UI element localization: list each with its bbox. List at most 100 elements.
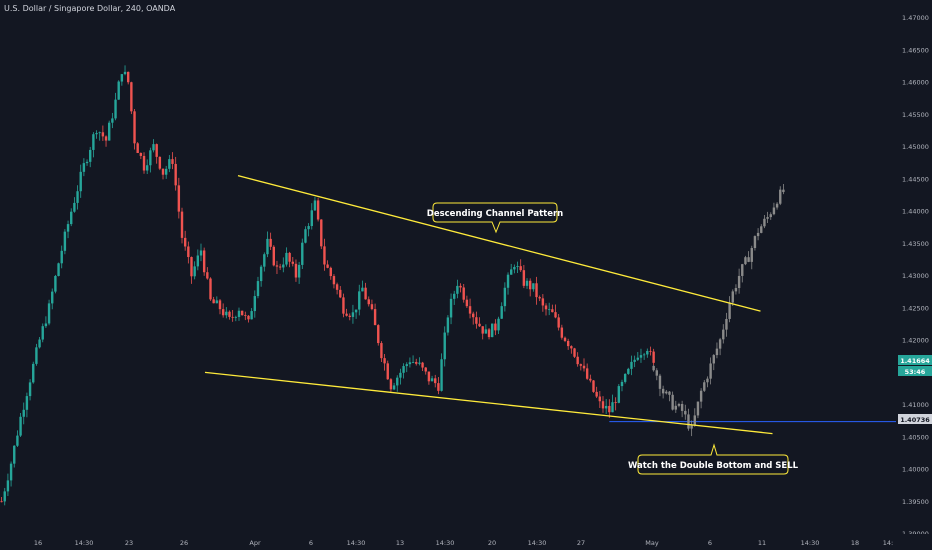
x-tick-label: 14:30 [347,539,366,547]
countdown-tag: 53:46 [898,366,932,376]
price-axis[interactable]: 1.47000 1.46500 1.46000 1.45500 1.45000 1.445… [896,0,932,550]
y-tick-label: 1.44500 [902,175,929,183]
candle-body [649,350,652,352]
candle-body [92,134,95,150]
countdown-label: 53:46 [905,368,926,376]
candle-body [190,257,193,277]
candle-body [576,356,579,365]
y-tick-label: 1.43000 [902,272,929,280]
channel-upper-line[interactable] [237,175,761,312]
candle-body [199,250,203,256]
candle-body [481,326,484,334]
candle-body [60,250,63,264]
candle-body [449,298,453,318]
x-tick-label: 14:30 [436,539,455,547]
candle-body [715,348,719,356]
candle-body [240,310,244,316]
candle-body [139,153,143,156]
time-axis-bg [0,534,932,550]
candle-body [79,171,82,192]
candle-body [633,359,636,362]
sell-callout-label: Watch the Double Bottom and SELL [628,461,799,471]
candle-body [703,382,706,391]
candle-body [288,252,291,262]
x-tick-label: Apr [249,539,261,547]
candle-body [396,377,399,386]
candle-body [408,362,412,365]
candle-body [655,370,659,376]
channel-lower-line[interactable] [204,371,773,435]
candle-body [487,329,491,338]
candle-body [772,207,776,215]
candle-body [348,315,351,317]
candle-body [297,264,301,278]
candle-body [63,231,67,251]
candle-body [551,309,554,313]
x-tick-label: 13 [396,539,404,547]
candle-body [608,405,611,413]
candle-body [9,463,13,481]
candle-body [513,267,516,270]
candle-body [354,309,358,313]
candle-body [168,159,171,169]
y-tick-label: 1.46500 [902,46,929,54]
candle-body [779,189,782,204]
candle-body [225,311,228,316]
candle-body [611,402,614,413]
candle-body [111,118,114,123]
candle-body [614,402,617,403]
candle-body [491,323,494,338]
candle-body [183,237,187,247]
sell-callout[interactable]: Watch the Double Bottom and SELL [628,443,799,475]
current-price-tag: 1.41664 [898,355,932,365]
candle-body [598,396,602,402]
candle-body [775,203,779,208]
candle-body [101,132,105,137]
candle-body [301,242,304,265]
candle-body [329,267,332,277]
candle-body [364,287,367,300]
candle-body [310,210,313,227]
candle-body [519,266,522,271]
candle-body [478,323,481,327]
x-tick-label: May [645,539,659,547]
candle-body [104,136,108,141]
candle-body [468,306,472,314]
candle-body [76,191,79,203]
candle-body [421,362,424,368]
x-tick-label: 11 [758,539,766,547]
candle-body [725,318,728,330]
candle-body [32,363,35,383]
candle-body [259,266,263,282]
candle-body [665,391,668,394]
channel-callout[interactable]: Descending Channel Pattern [427,202,563,234]
current-price-tag-bg [898,355,932,365]
candle-body [506,274,510,288]
candle-body [699,390,703,402]
x-tick-label: 14: [883,539,893,547]
candle-body [630,361,633,369]
candle-body [731,291,734,303]
candle-body [294,263,298,278]
candle-body [250,311,253,320]
candle-body [158,156,162,169]
y-tick-label: 1.46000 [902,79,929,87]
candle-body [554,312,557,318]
x-tick-label: 26 [180,539,188,547]
time-axis[interactable]: 16 14:30 23 26 Apr 6 14:30 13 14:30 20 14:30 27 May 6… [0,534,932,550]
x-tick-label: 16 [34,539,42,547]
candle-body [747,257,750,262]
candle-body [149,150,152,166]
candle-body [152,144,155,151]
candle-body [89,149,92,162]
candle-body [560,327,564,338]
candle-body [405,364,408,367]
candle-body [326,264,329,268]
candle-body [497,318,500,331]
candle-body [3,491,6,502]
candle-body [358,291,361,310]
candle-body [70,211,73,225]
y-tick-label: 1.42000 [902,337,929,345]
candle-body [120,74,124,82]
